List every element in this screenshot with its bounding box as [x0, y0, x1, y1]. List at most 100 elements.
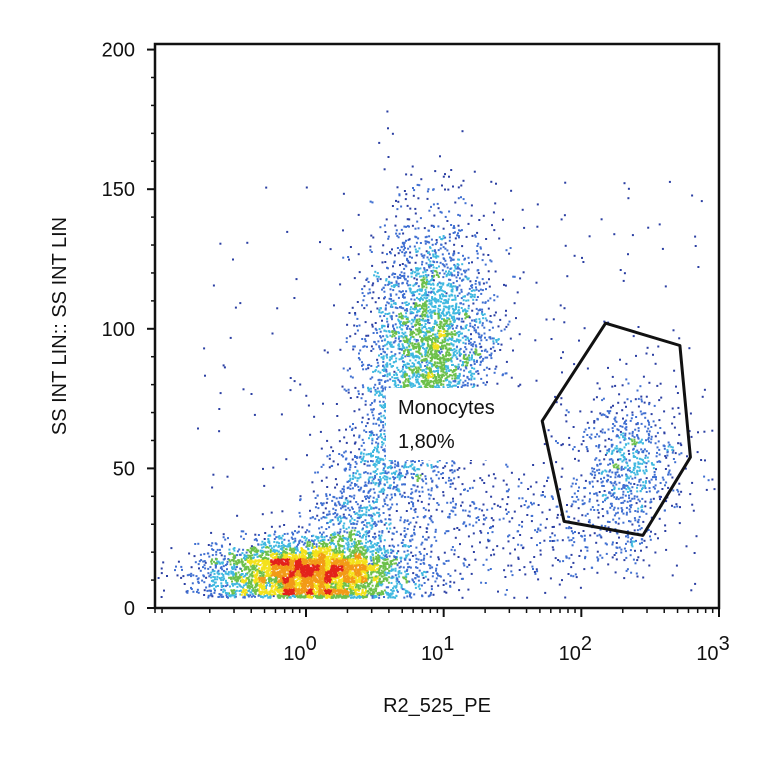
scatter-point [217, 572, 220, 575]
scatter-point [321, 540, 324, 542]
scatter-point [385, 586, 388, 589]
scatter-point [297, 588, 300, 591]
scatter-point [292, 547, 295, 550]
scatter-point [380, 584, 383, 587]
scatter-point [208, 585, 211, 588]
scatter-point [272, 595, 275, 598]
scatter-point [212, 580, 215, 583]
scatter-point [313, 576, 316, 579]
scatter-point [345, 527, 348, 530]
scatter-point [385, 591, 388, 594]
scatter-point [308, 555, 310, 558]
scatter-point [243, 553, 246, 556]
scatter-point [367, 577, 369, 580]
scatter-point [235, 560, 237, 563]
scatter-point [284, 580, 286, 583]
scatter-point [253, 580, 256, 583]
scatter-point [257, 581, 260, 584]
scatter-point [296, 566, 299, 569]
scatter-point [382, 561, 385, 564]
scatter-point [215, 553, 218, 556]
scatter-point [382, 570, 385, 573]
scatter-point [395, 199, 397, 202]
scatter-point [415, 340, 418, 343]
scatter-point [326, 578, 329, 581]
scatter-point [361, 581, 364, 584]
scatter-point [283, 524, 286, 526]
scatter-point [421, 572, 424, 575]
scatter-point [329, 574, 332, 576]
scatter-point [320, 542, 323, 545]
scatter-point [254, 578, 257, 581]
scatter-point [357, 589, 360, 591]
scatter-point [379, 278, 382, 281]
scatter-point [324, 544, 327, 547]
scatter-point [227, 571, 230, 574]
scatter-point [284, 584, 287, 587]
scatter-point [323, 577, 325, 580]
scatter-point [251, 584, 254, 587]
scatter-point [261, 549, 264, 552]
scatter-point [335, 589, 337, 592]
scatter-point [235, 575, 237, 578]
scatter-point [312, 590, 315, 593]
scatter-point [243, 563, 246, 566]
scatter-point [369, 568, 372, 571]
scatter-point [246, 561, 249, 563]
scatter-point [328, 570, 331, 573]
scatter-point [236, 563, 239, 566]
scatter-point [295, 565, 298, 568]
scatter-point [219, 552, 222, 554]
scatter-point [442, 562, 445, 565]
scatter-point [248, 587, 251, 590]
scatter-point [233, 592, 236, 595]
scatter-point [349, 594, 351, 597]
scatter-point [373, 596, 376, 599]
scatter-point [325, 569, 328, 572]
scatter-point [222, 579, 225, 581]
scatter-point [220, 579, 223, 582]
scatter-point [411, 578, 414, 581]
scatter-point [442, 355, 445, 358]
scatter-point [224, 592, 227, 594]
scatter-point [328, 579, 331, 582]
scatter-point [267, 578, 270, 580]
scatter-point [407, 566, 410, 569]
scatter-point [269, 592, 272, 594]
scatter-point [244, 562, 247, 565]
scatter-point [228, 551, 231, 554]
scatter-point [337, 590, 340, 593]
scatter-point [368, 576, 371, 579]
scatter-point [316, 554, 319, 557]
scatter-point [422, 576, 425, 579]
scatter-point [409, 359, 412, 362]
scatter-point [238, 577, 241, 580]
scatter-point [338, 557, 341, 560]
scatter-point [421, 361, 424, 364]
scatter-point [299, 573, 302, 576]
scatter-point [338, 595, 341, 598]
scatter-point [283, 544, 286, 547]
scatter-point [312, 540, 315, 543]
scatter-point [368, 562, 371, 565]
scatter-point [231, 552, 234, 555]
scatter-point [304, 539, 307, 542]
scatter-point [370, 573, 373, 576]
scatter-point [362, 567, 365, 570]
scatter-point [381, 591, 384, 594]
scatter-point [264, 557, 267, 559]
scatter-point [284, 555, 286, 558]
scatter-point [259, 574, 262, 577]
scatter-point [441, 310, 444, 313]
scatter-point [362, 570, 365, 573]
scatter-point [393, 556, 396, 558]
scatter-point [357, 587, 360, 590]
scatter-point [445, 591, 448, 594]
scatter-point [417, 558, 420, 561]
scatter-point [436, 299, 439, 302]
scatter-point [336, 586, 339, 589]
scatter-point [310, 546, 313, 549]
scatter-point [334, 584, 337, 587]
scatter-point [312, 584, 314, 587]
scatter-point [356, 589, 359, 592]
